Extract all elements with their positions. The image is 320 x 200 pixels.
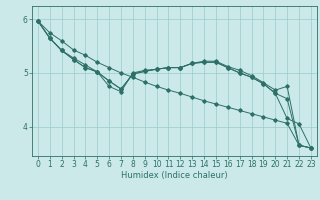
X-axis label: Humidex (Indice chaleur): Humidex (Indice chaleur) xyxy=(121,171,228,180)
